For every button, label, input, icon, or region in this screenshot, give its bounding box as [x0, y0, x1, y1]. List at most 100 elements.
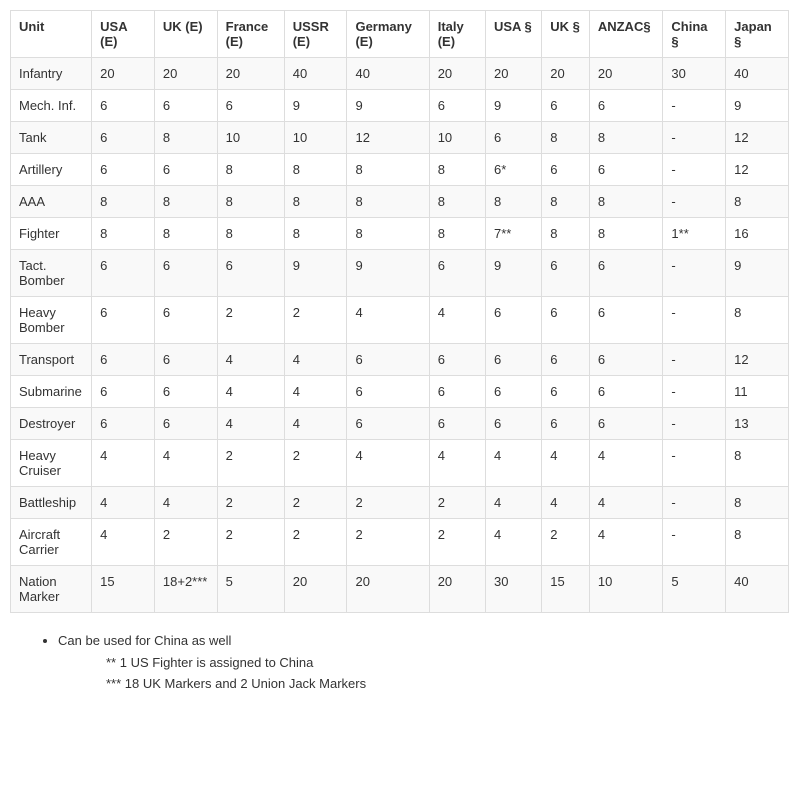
unit-cell: 8 — [217, 154, 284, 186]
unit-cell: 6 — [92, 408, 155, 440]
unit-cell: 6 — [429, 90, 485, 122]
unit-cell: 8 — [154, 122, 217, 154]
unit-cell: 8 — [485, 186, 541, 218]
unit-cell: 8 — [542, 218, 590, 250]
unit-cell: 8 — [726, 440, 789, 487]
unit-cell: 6 — [154, 90, 217, 122]
unit-cell: - — [663, 519, 726, 566]
footnote-star: Can be used for China as well — [58, 631, 789, 651]
unit-label: Mech. Inf. — [11, 90, 92, 122]
unit-cell: 30 — [485, 566, 541, 613]
unit-cell: 6 — [542, 154, 590, 186]
unit-cell: 20 — [92, 58, 155, 90]
unit-cell: 12 — [726, 154, 789, 186]
unit-cell: 9 — [347, 250, 429, 297]
unit-cell: 2 — [284, 519, 347, 566]
unit-cell: 6 — [589, 154, 663, 186]
unit-cell: 8 — [92, 218, 155, 250]
unit-counts-table: UnitUSA (E)UK (E)France (E)USSR (E)Germa… — [10, 10, 789, 613]
table-header-row: UnitUSA (E)UK (E)France (E)USSR (E)Germa… — [11, 11, 789, 58]
unit-cell: 6 — [542, 90, 590, 122]
unit-cell: - — [663, 344, 726, 376]
unit-cell: 4 — [542, 440, 590, 487]
unit-cell: 8 — [589, 122, 663, 154]
table-row: AAA888888888-8 — [11, 186, 789, 218]
unit-cell: 4 — [485, 487, 541, 519]
table-row: Fighter8888887**881**16 — [11, 218, 789, 250]
unit-cell: - — [663, 408, 726, 440]
footnote-triple-star: *** 18 UK Markers and 2 Union Jack Marke… — [40, 674, 789, 694]
unit-cell: 9 — [485, 250, 541, 297]
unit-cell: - — [663, 487, 726, 519]
unit-cell: 8 — [726, 297, 789, 344]
unit-cell: 4 — [217, 344, 284, 376]
unit-label: Infantry — [11, 58, 92, 90]
unit-cell: 20 — [589, 58, 663, 90]
col-header: Unit — [11, 11, 92, 58]
unit-cell: 4 — [589, 487, 663, 519]
unit-cell: 2 — [217, 297, 284, 344]
col-header: China § — [663, 11, 726, 58]
table-row: Transport664466666-12 — [11, 344, 789, 376]
unit-cell: 15 — [92, 566, 155, 613]
unit-cell: 6 — [429, 250, 485, 297]
unit-cell: 4 — [485, 519, 541, 566]
unit-cell: 5 — [663, 566, 726, 613]
unit-cell: 6 — [542, 376, 590, 408]
unit-cell: - — [663, 440, 726, 487]
col-header: ANZAC§ — [589, 11, 663, 58]
unit-cell: 6 — [589, 90, 663, 122]
unit-cell: 20 — [485, 58, 541, 90]
unit-cell: 4 — [154, 440, 217, 487]
unit-cell: 6 — [429, 344, 485, 376]
col-header: UK § — [542, 11, 590, 58]
unit-cell: - — [663, 376, 726, 408]
unit-label: Tact. Bomber — [11, 250, 92, 297]
table-row: Submarine664466666-11 — [11, 376, 789, 408]
col-header: USSR (E) — [284, 11, 347, 58]
col-header: Japan § — [726, 11, 789, 58]
unit-cell: 6 — [92, 376, 155, 408]
col-header: USA § — [485, 11, 541, 58]
unit-cell: 20 — [429, 58, 485, 90]
table-row: Destroyer664466666-13 — [11, 408, 789, 440]
unit-cell: 6 — [217, 90, 284, 122]
unit-cell: 4 — [92, 519, 155, 566]
unit-cell: 8 — [284, 154, 347, 186]
unit-cell: 6 — [154, 297, 217, 344]
unit-cell: 8 — [726, 487, 789, 519]
unit-cell: 5 — [217, 566, 284, 613]
unit-cell: 8 — [284, 186, 347, 218]
unit-cell: - — [663, 250, 726, 297]
unit-cell: 20 — [217, 58, 284, 90]
unit-cell: 13 — [726, 408, 789, 440]
unit-cell: 6 — [429, 408, 485, 440]
unit-cell: 11 — [726, 376, 789, 408]
unit-cell: 6 — [589, 408, 663, 440]
unit-cell: 4 — [589, 440, 663, 487]
unit-cell: 6 — [92, 250, 155, 297]
unit-cell: 9 — [485, 90, 541, 122]
unit-cell: 2 — [542, 519, 590, 566]
unit-label: Battleship — [11, 487, 92, 519]
unit-cell: 40 — [347, 58, 429, 90]
unit-cell: 4 — [284, 408, 347, 440]
table-row: Heavy Bomber662244666-8 — [11, 297, 789, 344]
unit-cell: 8 — [542, 186, 590, 218]
unit-cell: 4 — [92, 487, 155, 519]
table-row: Infantry2020204040202020203040 — [11, 58, 789, 90]
unit-cell: 6 — [485, 408, 541, 440]
unit-cell: 2 — [217, 440, 284, 487]
unit-cell: 6 — [92, 90, 155, 122]
unit-label: Heavy Bomber — [11, 297, 92, 344]
unit-cell: 9 — [284, 250, 347, 297]
unit-cell: 8 — [542, 122, 590, 154]
unit-cell: 6 — [589, 297, 663, 344]
unit-cell: 2 — [284, 487, 347, 519]
unit-cell: 15 — [542, 566, 590, 613]
unit-cell: 6 — [542, 408, 590, 440]
unit-cell: 9 — [726, 250, 789, 297]
unit-cell: 4 — [542, 487, 590, 519]
footnotes: Can be used for China as well ** 1 US Fi… — [10, 631, 789, 694]
col-header: UK (E) — [154, 11, 217, 58]
